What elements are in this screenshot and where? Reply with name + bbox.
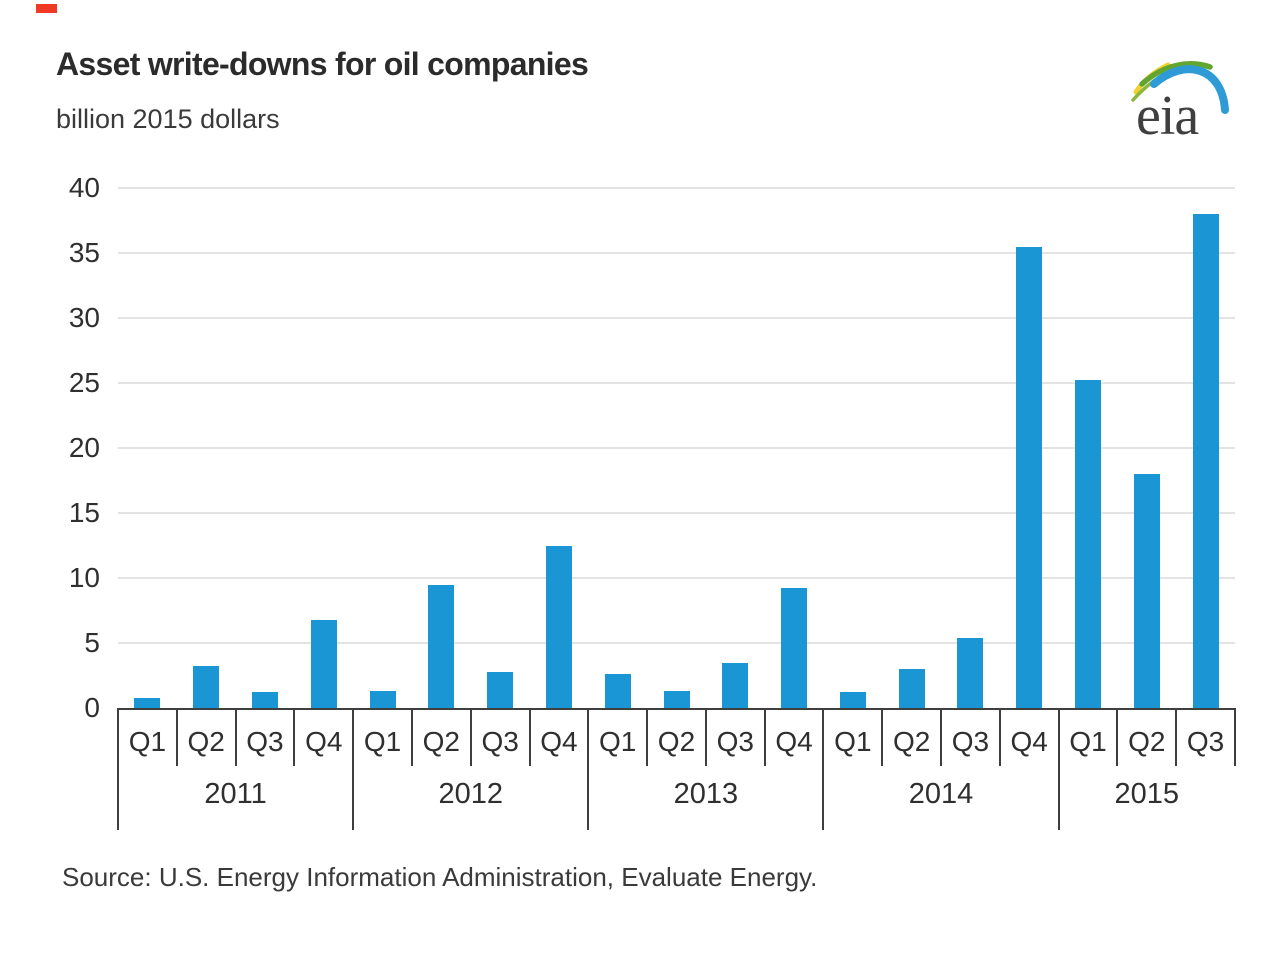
year-separator-line [1057, 708, 1060, 830]
gridline-40 [118, 187, 1235, 189]
y-tick-label-20: 20 [68, 432, 100, 463]
bar-2014-q2 [898, 669, 925, 708]
bar-2013-q4 [781, 588, 808, 708]
year-separator-line [352, 708, 355, 830]
quarter-label-2011-q4: Q4 [305, 726, 343, 757]
y-tick-label-10: 10 [68, 562, 100, 593]
year-label-2012: 2012 [438, 778, 503, 810]
quarter-label-2015-q2: Q2 [1128, 726, 1166, 757]
quarter-separator-line [704, 708, 707, 766]
quarter-separator-line [1175, 708, 1178, 766]
year-label-2011: 2011 [204, 778, 267, 810]
source-note: Source: U.S. Energy Information Administ… [62, 862, 818, 892]
y-tick-label-15: 15 [68, 497, 100, 528]
eia-logo-swoosh-icon [1131, 61, 1229, 114]
y-tick-label-25: 25 [68, 367, 100, 398]
quarter-separator-line [410, 708, 413, 766]
bar-2013-q3 [722, 662, 749, 708]
bar-2014-q3 [957, 637, 984, 708]
quarter-label-2012-q2: Q2 [422, 726, 460, 757]
red-artifact-mark [36, 4, 57, 13]
quarter-separator-line [1234, 708, 1236, 766]
year-label-2014: 2014 [908, 778, 974, 810]
gridline-15 [118, 512, 1235, 514]
quarter-label-2013-q2: Q2 [657, 726, 696, 757]
year-separator-line [117, 708, 119, 830]
quarter-separator-line [940, 708, 943, 766]
bar-2013-q2 [663, 691, 690, 708]
chart-subtitle: billion 2015 dollars [56, 104, 280, 134]
quarter-label-2015-q3: Q3 [1186, 726, 1225, 757]
bar-2014-q4 [1016, 246, 1043, 708]
quarter-label-2013-q4: Q4 [775, 726, 813, 757]
quarter-separator-line [175, 708, 178, 766]
bar-2011-q3 [251, 692, 278, 708]
quarter-label-2011-q1: Q1 [128, 726, 167, 757]
quarter-label-2011-q2: Q2 [187, 726, 225, 757]
quarter-label-2015-q1: Q1 [1069, 726, 1107, 757]
year-separator-line [587, 708, 590, 830]
quarter-separator-line [469, 708, 472, 766]
gridline-25 [118, 382, 1235, 384]
bar-2012-q3 [487, 671, 514, 708]
quarter-label-2012-q3: Q3 [481, 726, 519, 757]
gridline-20 [118, 447, 1235, 449]
quarter-label-2014-q2: Q2 [892, 726, 931, 757]
bar-2013-q1 [604, 674, 631, 708]
quarter-separator-line [528, 708, 531, 766]
bar-2014-q1 [839, 692, 866, 708]
bar-2011-q1 [134, 697, 161, 708]
bar-2012-q1 [369, 691, 396, 708]
y-tick-label-35: 35 [68, 237, 100, 268]
bar-2012-q2 [428, 584, 455, 708]
year-separator-line [822, 708, 825, 830]
quarter-separator-line [234, 708, 237, 766]
x-axis-labels: Q1 Q2 Q3 Q4 2011 Q1 Q2 Q3 Q4 2012 Q1 Q2 Q3 Q4 2013 Q1 Q2… [117, 708, 1236, 838]
quarter-label-2013-q1: Q1 [599, 726, 637, 757]
quarter-separator-line [293, 708, 296, 766]
bar-2012-q4 [545, 545, 572, 708]
y-tick-label-40: 40 [68, 172, 100, 203]
gridline-10 [118, 577, 1235, 579]
quarter-label-2013-q3: Q3 [716, 726, 754, 757]
quarter-separator-line [998, 708, 1001, 766]
bar-2015-q1 [1075, 380, 1102, 708]
quarter-label-2014-q4: Q4 [1010, 726, 1048, 757]
quarter-separator-line [646, 708, 649, 766]
quarter-label-2014-q3: Q3 [951, 726, 990, 757]
gridline-30 [118, 317, 1235, 319]
quarter-separator-line [881, 708, 884, 766]
quarter-label-2012-q4: Q4 [540, 726, 578, 757]
bar-2011-q2 [193, 666, 220, 708]
y-tick-label-5: 5 [84, 627, 100, 658]
bar-2015-q2 [1133, 474, 1160, 708]
y-tick-label-30: 30 [68, 302, 100, 333]
quarter-separator-line [763, 708, 766, 766]
quarter-label-2011-q3: Q3 [246, 726, 284, 757]
quarter-separator-line [1116, 708, 1119, 766]
quarter-label-2014-q1: Q1 [834, 726, 872, 757]
bar-2015-q3 [1192, 214, 1219, 708]
year-label-2015: 2015 [1114, 778, 1180, 810]
gridline-5 [118, 642, 1235, 644]
eia-logo-text: eia [1136, 85, 1199, 147]
year-label-2013: 2013 [673, 778, 739, 810]
gridline-35 [118, 252, 1235, 254]
y-tick-label-0: 0 [84, 692, 100, 723]
quarter-label-2012-q1: Q1 [363, 726, 402, 757]
chart-title: Asset write-downs for oil companies [56, 46, 589, 82]
bar-2011-q4 [310, 619, 337, 708]
x-axis-line [118, 708, 1235, 710]
plot-area: 0 5 10 15 20 25 30 35 40 [69, 172, 1235, 723]
eia-logo: eia [1122, 52, 1240, 157]
